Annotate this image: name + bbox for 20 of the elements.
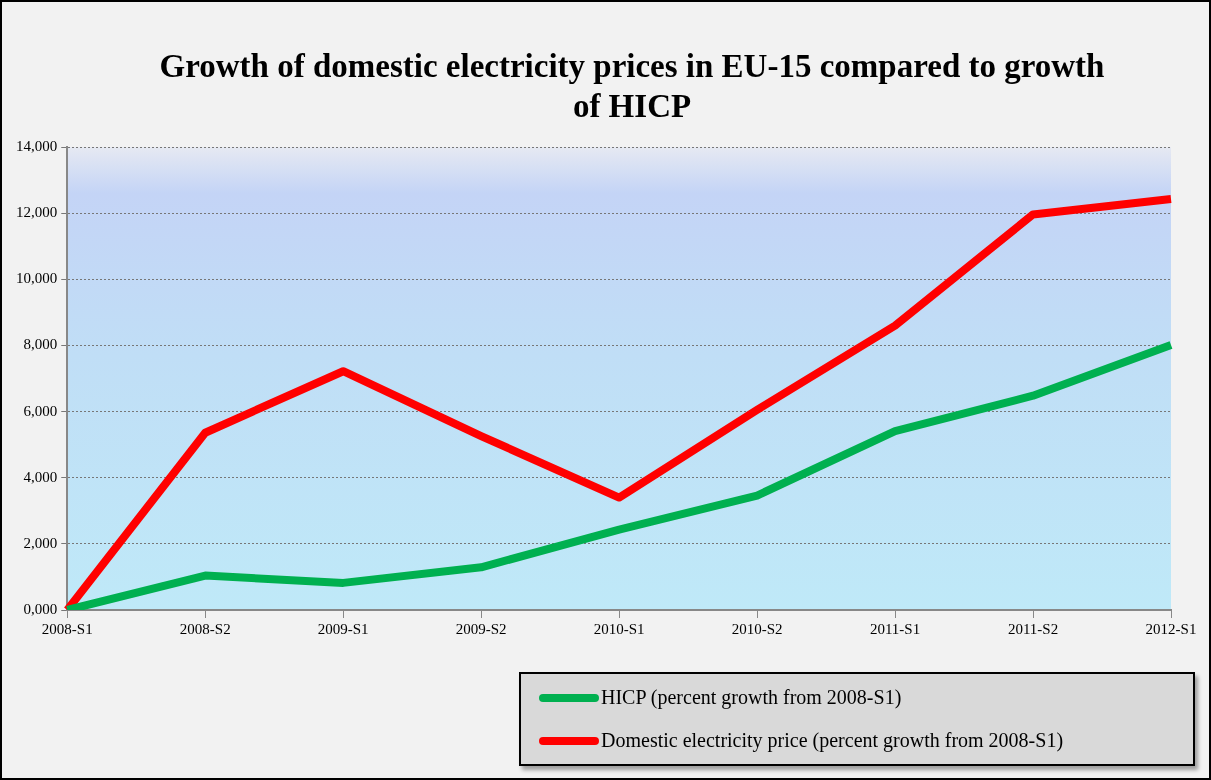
y-tick-label: 12,000 [16,204,58,221]
y-tick-label: 2,000 [23,534,58,551]
x-tick-label: 2009-S1 [317,620,369,637]
x-tick-label: 2011-S1 [869,620,921,637]
y-tick-label: 8,000 [23,336,58,353]
legend-label: HICP (percent growth from 2008-S1) [601,686,902,709]
chart-title: Growth of domestic electricity prices in EU-15 compared to growth of HICP [158,47,1106,126]
x-tick-label: 2008-S2 [179,620,231,637]
x-tick-label: 2009-S2 [455,620,507,637]
y-tick-label: 0,000 [23,600,58,617]
x-tick-label: 2010-S2 [731,620,783,637]
y-tick-label: 10,000 [16,270,58,287]
legend-label: Domestic electricity price (percent growth from 2008-S1) [601,729,1064,752]
y-tick-label: 14,000 [16,137,58,154]
x-tick-label: 2010-S1 [593,620,645,637]
y-tick-label: 6,000 [23,402,58,419]
y-tick-label: 4,000 [23,468,58,485]
x-tick-label: 2011-S2 [1007,620,1059,637]
x-tick-label: 2012-S1 [1145,620,1197,637]
x-tick-label: 2008-S1 [41,620,93,637]
